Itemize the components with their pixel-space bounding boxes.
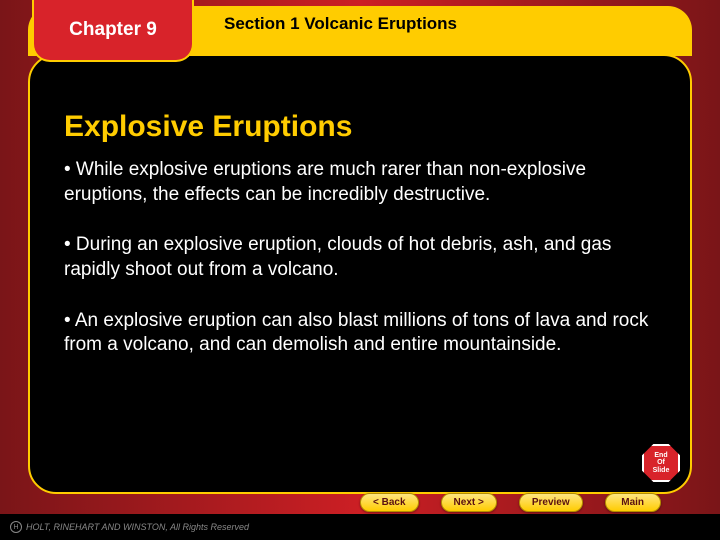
content-panel: Explosive Eruptions • While explosive er… xyxy=(28,54,692,494)
preview-button[interactable]: Preview xyxy=(519,493,583,512)
end-badge-text: EndOfSlide xyxy=(653,452,670,474)
next-button[interactable]: Next > xyxy=(441,493,497,512)
bullet-1: • While explosive eruptions are much rar… xyxy=(64,158,656,207)
slide: Chapter 9 Section 1 Volcanic Eruptions E… xyxy=(0,0,720,540)
end-of-slide-badge: EndOfSlide xyxy=(642,444,680,482)
section-label: Section 1 Volcanic Eruptions xyxy=(224,14,457,34)
main-button[interactable]: Main xyxy=(605,493,661,512)
copyright-text: HOLT, RINEHART AND WINSTON, All Rights R… xyxy=(26,522,249,532)
bullet-2: • During an explosive eruption, clouds o… xyxy=(64,233,656,282)
bullet-3: • An explosive eruption can also blast m… xyxy=(64,309,656,358)
slide-title: Explosive Eruptions xyxy=(64,110,660,144)
chapter-label: Chapter 9 xyxy=(69,19,157,41)
back-button[interactable]: < Back xyxy=(360,493,419,512)
nav-buttons: < Back Next > Preview Main xyxy=(360,493,661,512)
footer: H HOLT, RINEHART AND WINSTON, All Rights… xyxy=(0,514,720,540)
copyright-icon: H xyxy=(10,521,22,533)
copyright: H HOLT, RINEHART AND WINSTON, All Rights… xyxy=(10,521,249,533)
chapter-tab: Chapter 9 xyxy=(32,0,194,62)
stop-sign-icon: EndOfSlide xyxy=(642,444,680,482)
